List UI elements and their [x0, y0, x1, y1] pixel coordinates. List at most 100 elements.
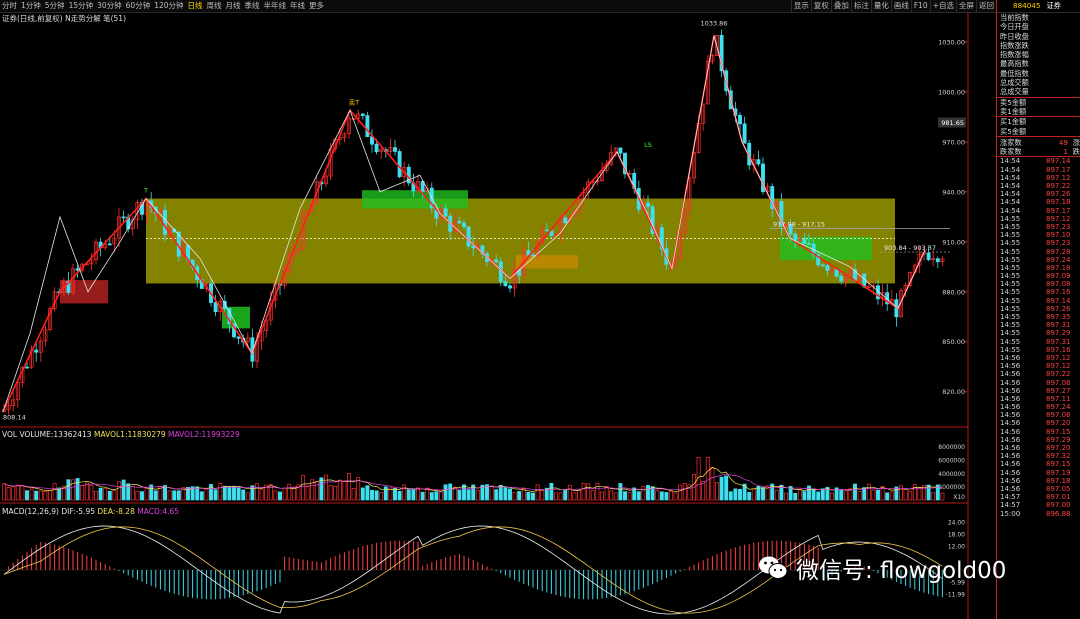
candle-body	[839, 275, 844, 282]
volume-bar	[830, 492, 834, 501]
mavol2-label: MAVOL2:11993229	[168, 430, 240, 439]
candle-body	[425, 187, 430, 192]
stat-label: 跌家数	[1000, 147, 1022, 157]
period-tab[interactable]: 半年线	[263, 1, 287, 10]
volume-bar	[333, 485, 338, 501]
overlay-button[interactable]: 叠加	[830, 0, 851, 12]
period-tab[interactable]: 15分钟	[68, 1, 94, 10]
candle-body	[857, 273, 862, 281]
tick-time: 14:56	[1000, 435, 1021, 444]
quote-field: 总成交量	[1000, 87, 1029, 97]
volume-bar	[287, 483, 292, 501]
period-tab[interactable]: 30分钟	[97, 1, 122, 10]
period-tab[interactable]: 分时	[2, 1, 17, 10]
volume-bar	[282, 487, 287, 501]
candle-body	[34, 349, 39, 353]
sell-amounts: 卖5金额 卖1金额	[997, 96, 1080, 117]
candle-body	[11, 399, 16, 407]
period-toolbar: 分时 1分钟 5分钟 15分钟 30分钟 60分钟 120分钟 日线 周线 月线 季线 半年线 年线 更多…	[0, 0, 1080, 13]
tick-row: 14:54 897.17	[997, 166, 1080, 174]
candle-body	[885, 292, 890, 305]
candle-body	[784, 224, 788, 226]
period-tab[interactable]: 1分钟	[21, 1, 41, 10]
candle-body	[517, 268, 522, 276]
period-tab[interactable]: 季线	[244, 1, 260, 10]
tick-price: 897.08	[1046, 411, 1071, 420]
candle-body	[365, 115, 370, 138]
add-favorite-button[interactable]: +自选	[929, 0, 956, 12]
volume-bar	[98, 487, 103, 501]
candle-body	[347, 118, 351, 135]
volume-bar	[825, 486, 830, 501]
tick-price: 897.20	[1046, 444, 1071, 453]
volume-bar	[278, 491, 282, 501]
f10-button[interactable]: F10	[910, 0, 930, 12]
volume-bar	[724, 475, 729, 501]
volume-bar	[402, 484, 407, 501]
volume-bar	[245, 492, 250, 501]
volume-bar	[687, 484, 692, 501]
tick-row: 14:56 897.12	[997, 362, 1080, 370]
toolbar-right: 显示 复权 叠加 标注 量化 画线 F10 +自选 全屏 返回	[790, 0, 996, 12]
tick-row: 14:55 897.28	[997, 248, 1080, 256]
tick-list[interactable]: 14:54 897.14 14:54 897.17 14:54 897.12 14:54 89…	[997, 156, 1080, 518]
volume-bar	[250, 485, 255, 501]
stat-row: 跌家数 1 跌	[997, 147, 1080, 156]
tick-price: 897.31	[1046, 337, 1071, 346]
kline-chart[interactable]: 1033.86 808.14 卖T T LS 917.98 - 917.15 903.84 …	[0, 0, 996, 619]
tick-time: 14:56	[1000, 403, 1021, 412]
tick-price: 897.17	[1046, 206, 1071, 215]
volume-bar	[291, 487, 296, 501]
tick-price: 897.15	[1046, 460, 1071, 469]
volume-bar	[811, 488, 816, 501]
period-tab[interactable]: 120分钟	[154, 1, 184, 10]
display-button[interactable]: 显示	[790, 0, 811, 12]
back-button[interactable]: 返回	[976, 0, 996, 12]
tick-time: 14:56	[1000, 370, 1021, 379]
tick-price: 897.10	[1046, 231, 1071, 240]
period-tab[interactable]: 周线	[206, 1, 222, 10]
volume-bar	[57, 487, 62, 501]
draw-button[interactable]: 画线	[890, 0, 911, 12]
volume-unit-label: X10	[953, 494, 965, 501]
adjust-button[interactable]: 复权	[810, 0, 831, 12]
volume-bar	[204, 488, 209, 501]
candle-body	[572, 210, 577, 217]
volume-bar	[715, 482, 719, 501]
candle-body	[374, 143, 379, 153]
period-tab[interactable]: 5分钟	[44, 1, 65, 10]
volume-bar	[43, 491, 48, 501]
tick-time: 14:55	[1000, 247, 1021, 256]
period-tab[interactable]: 年线	[290, 1, 306, 10]
candle-body	[434, 207, 439, 219]
quote-field: 当前指数	[1000, 13, 1029, 22]
candle-body	[218, 301, 223, 313]
tick-time: 14:56	[1000, 476, 1021, 485]
period-tab[interactable]: 60分钟	[125, 1, 151, 10]
candle-body	[107, 243, 112, 246]
tick-row: 14:54 897.26	[997, 190, 1080, 198]
volume-bar	[406, 489, 411, 501]
volume-label: VOL VOLUME:13362413	[2, 430, 92, 439]
period-tab-daily[interactable]: 日线	[187, 1, 203, 10]
tick-row: 14:56 897.05	[997, 485, 1080, 493]
volume-bar	[94, 490, 98, 501]
tick-time: 14:56	[1000, 444, 1021, 453]
tick-row: 14:56 897.12	[997, 354, 1080, 362]
period-tab-more[interactable]: 更多	[309, 1, 325, 10]
quant-button[interactable]: 量化	[870, 0, 891, 12]
volume-bar	[351, 488, 356, 501]
tick-time: 14:55	[1000, 288, 1021, 297]
volume-bar	[567, 484, 572, 501]
volume-bar	[452, 486, 457, 501]
period-tab[interactable]: 月线	[225, 1, 241, 10]
tick-time: 14:54	[1000, 165, 1021, 174]
volume-bar	[416, 487, 420, 501]
volume-bar	[912, 484, 917, 501]
tick-price: 897.08	[1046, 378, 1071, 387]
buy-amounts: 买1金额 买5金额	[997, 116, 1080, 136]
volume-bar	[75, 478, 80, 501]
volume-bar	[797, 489, 802, 501]
fullscreen-button[interactable]: 全屏	[956, 0, 976, 12]
mark-button[interactable]: 标注	[850, 0, 871, 12]
